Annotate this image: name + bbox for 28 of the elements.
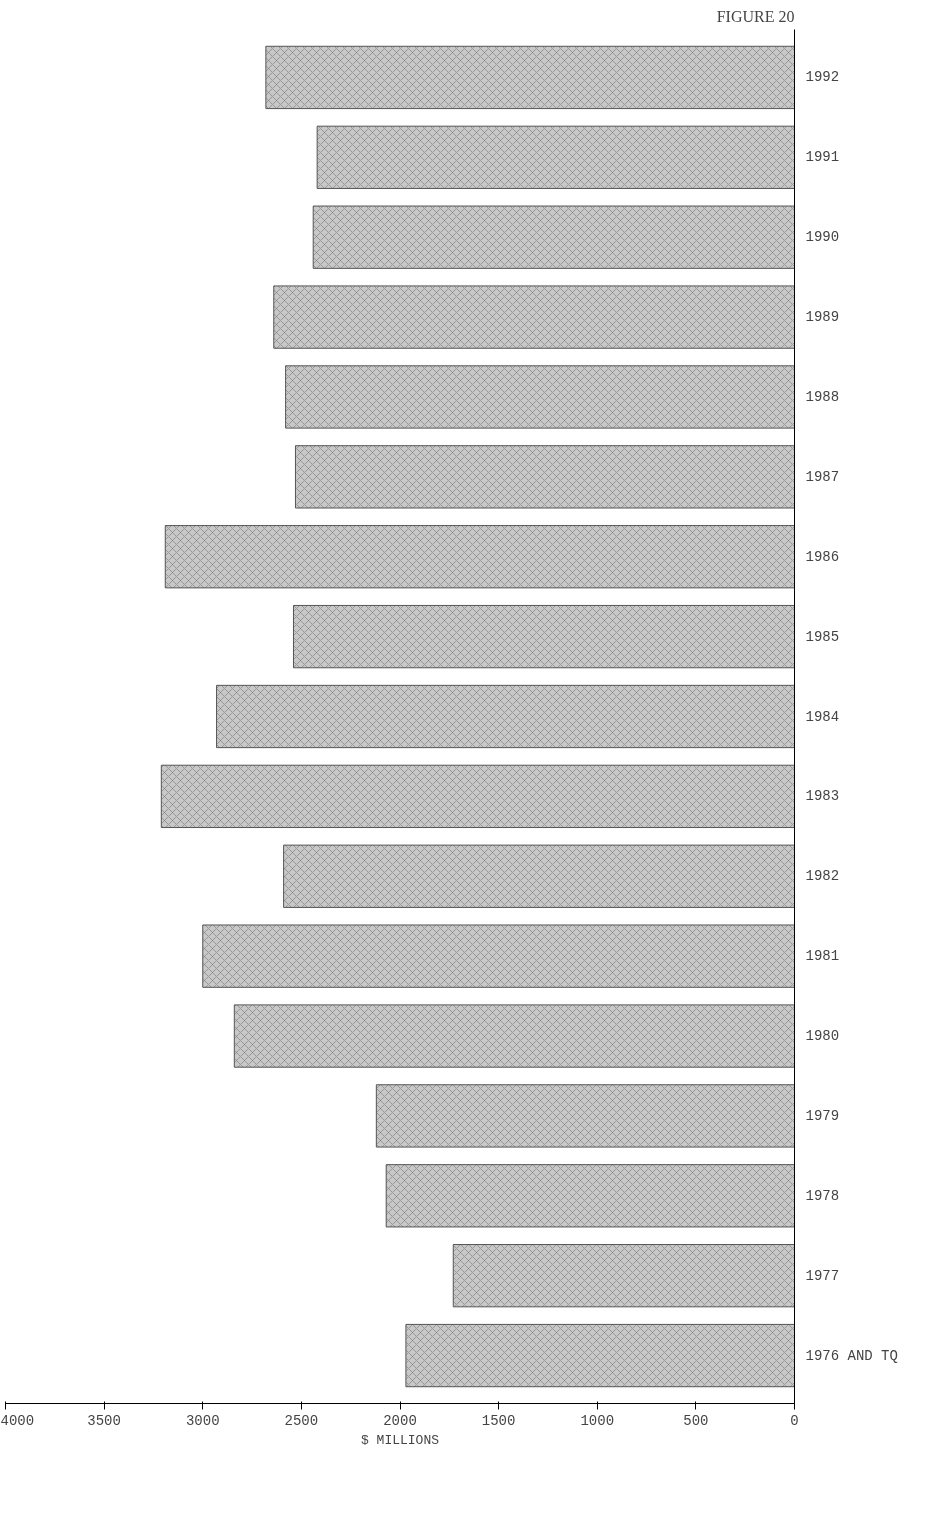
y-tick-label: 1981 — [805, 948, 840, 965]
y-tick-label: 1982 — [805, 868, 840, 885]
y-tick-label: 1977 — [805, 1267, 840, 1284]
y-tick-label: 1986 — [805, 548, 840, 565]
y-tick-label: 1980 — [805, 1028, 840, 1045]
x-tick-label: 4000 — [0, 1412, 35, 1429]
x-tick-label: 1500 — [481, 1412, 516, 1429]
x-tick-label: 500 — [683, 1412, 709, 1429]
y-tick-label: 1979 — [805, 1107, 840, 1124]
x-tick-label: 1000 — [580, 1412, 615, 1429]
y-tick-label: 1992 — [805, 69, 840, 86]
x-tick-label: 3500 — [87, 1412, 121, 1429]
y-tick-label: 1983 — [805, 788, 840, 805]
x-tick-label: 0 — [790, 1412, 799, 1429]
y-tick-label: 1988 — [805, 388, 840, 405]
y-tick-label: 1985 — [805, 628, 840, 645]
y-tick-label: 1991 — [805, 149, 840, 166]
y-tick-label: 1978 — [805, 1187, 840, 1204]
x-tick-label: 2500 — [284, 1412, 319, 1429]
y-tick-label: 1989 — [805, 309, 840, 326]
y-tick-label: 1990 — [805, 229, 840, 246]
y-tick-label: 1987 — [805, 468, 840, 485]
y-tick-label: 1976 AND TQ — [805, 1347, 898, 1364]
x-tick-label: 2000 — [383, 1412, 417, 1429]
chart-title: FIGURE 20 — [716, 7, 795, 25]
x-axis-title: $ MILLIONS — [360, 1432, 440, 1448]
x-tick-label: 3000 — [185, 1412, 220, 1429]
y-tick-label: 1984 — [805, 708, 840, 725]
